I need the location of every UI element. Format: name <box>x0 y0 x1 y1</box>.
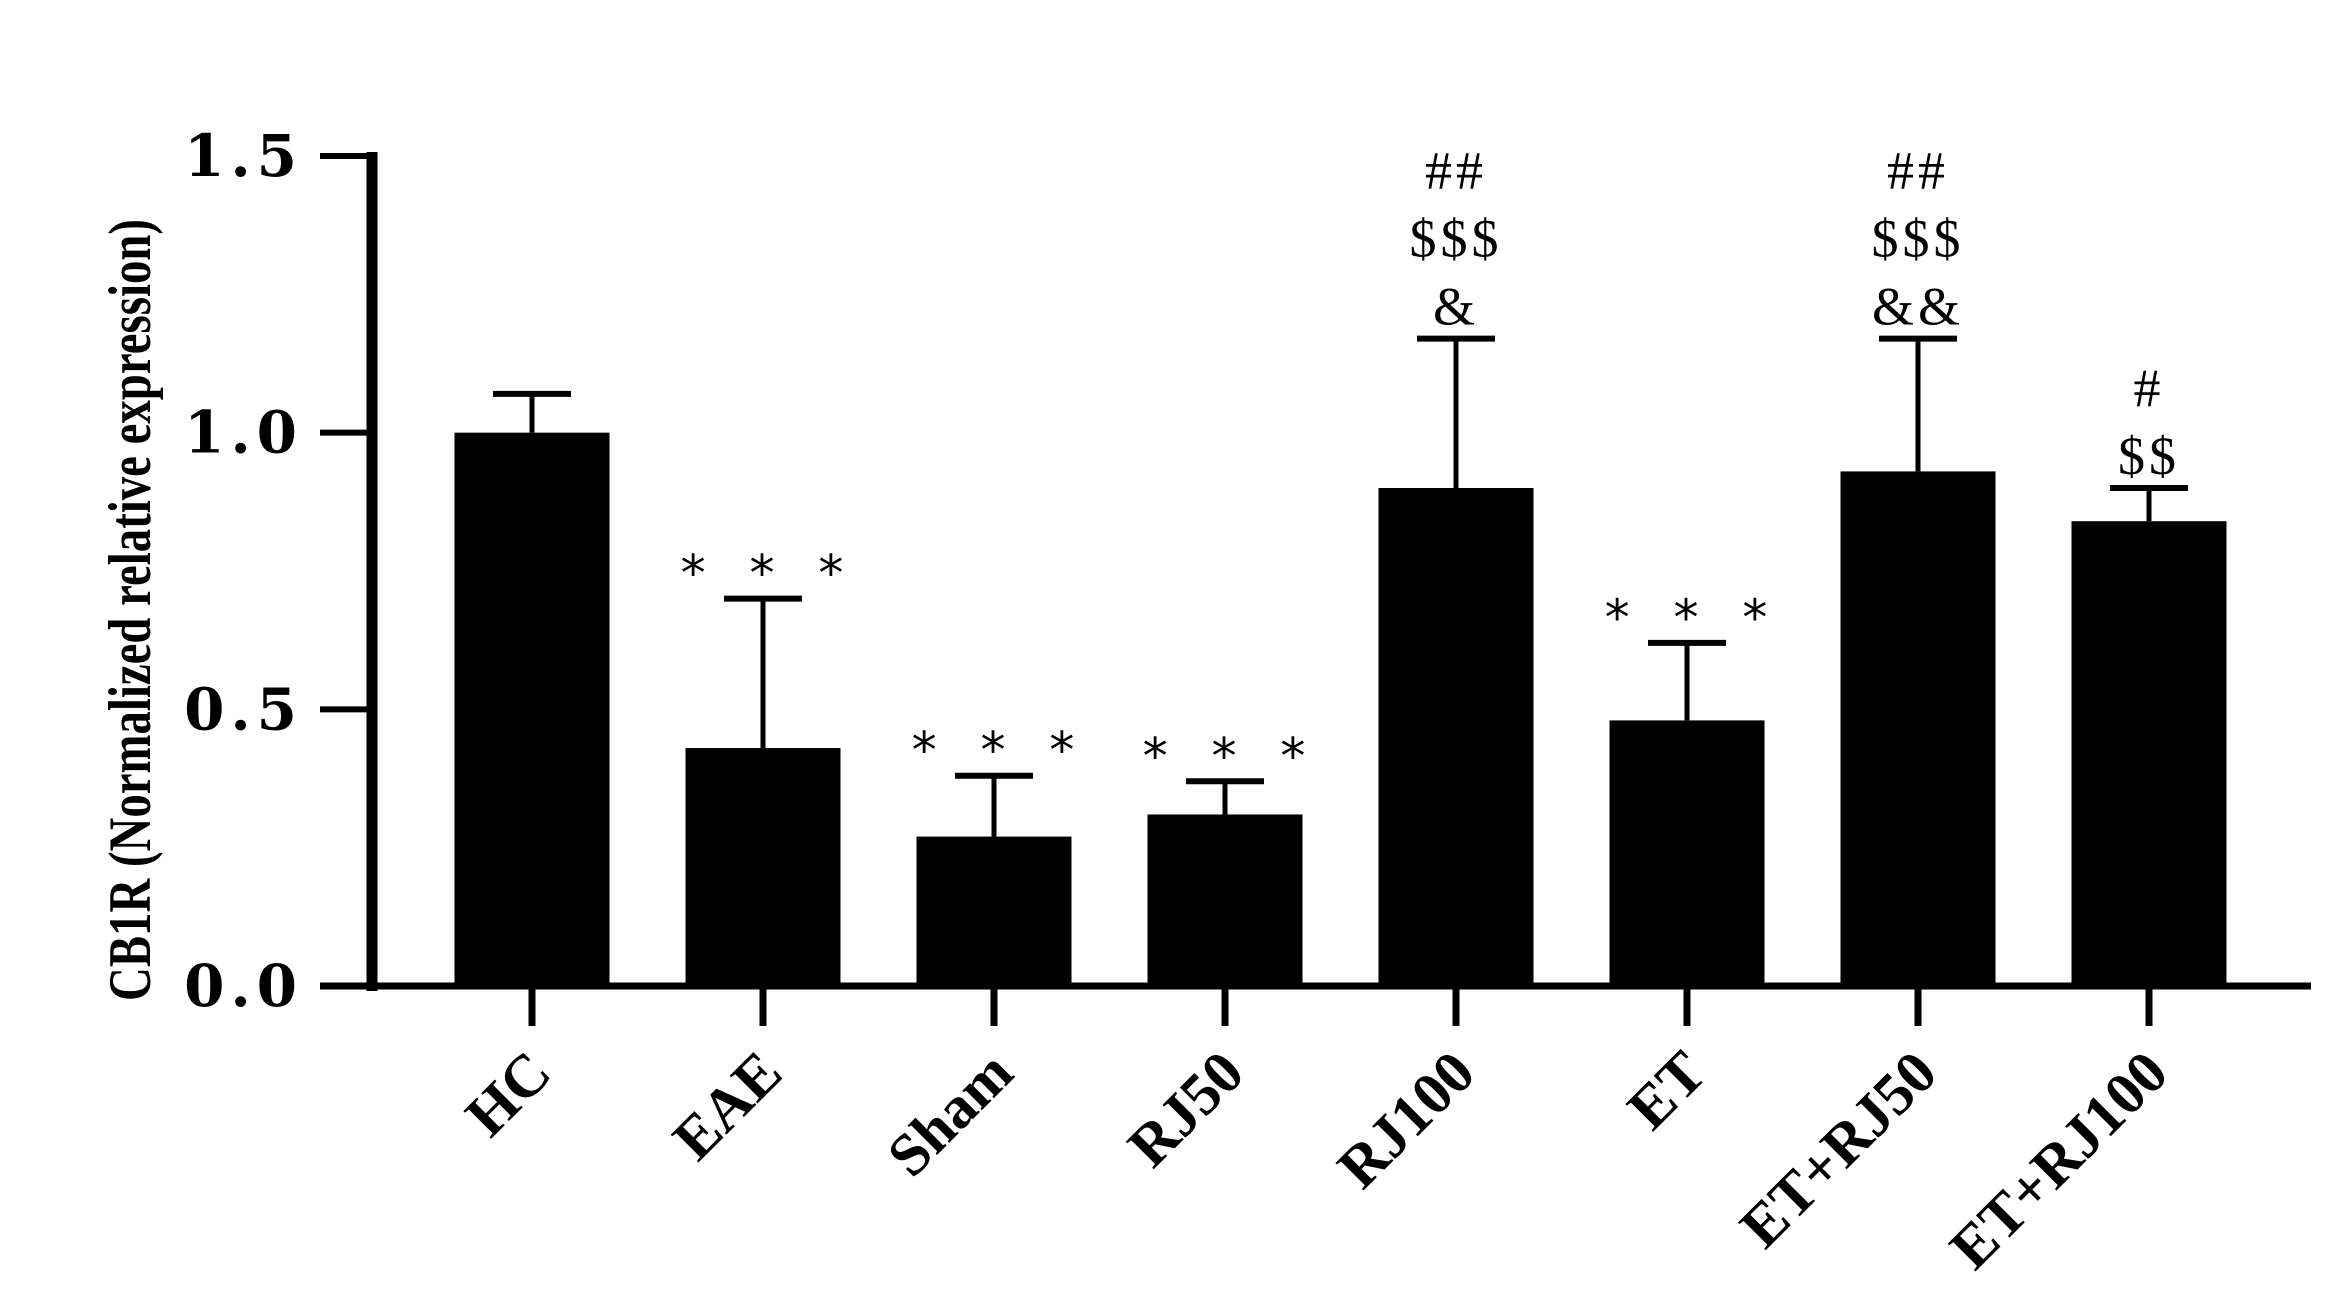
significance-marker: ## <box>1887 141 1949 201</box>
significance-marker: * * * <box>1605 589 1782 647</box>
bar-rect <box>454 432 610 987</box>
bar-rj50 <box>1147 778 1303 986</box>
significance-marker: $$ <box>2118 426 2180 486</box>
x-tick-label: Sham <box>875 1039 1025 1189</box>
y-tick-label: 0.5 <box>184 675 303 743</box>
significance-annotations: * * * * * * * * * ## $$$ & * * * ## $$$ && # $$ <box>681 141 2180 786</box>
y-tick-label: 0.0 <box>184 952 303 1020</box>
y-axis-label: CB1R (Normalized relative expression) <box>96 219 163 1001</box>
significance-marker: * * * <box>681 545 858 603</box>
y-tick-label: 1.0 <box>184 399 303 467</box>
x-tick-label: ET+RJ100 <box>1937 1039 2180 1282</box>
bar-rect <box>685 748 841 986</box>
bar-rect <box>1147 814 1303 986</box>
significance-marker: * * * <box>912 722 1089 780</box>
bar-sham <box>916 772 1072 986</box>
bars <box>454 335 2227 987</box>
x-tick-label: ET+RJ50 <box>1727 1039 1949 1261</box>
x-tick-label: ET <box>1615 1039 1718 1142</box>
bar-rj100 <box>1378 335 1534 986</box>
bar-eae <box>685 595 841 986</box>
y-tick-label: 1.5 <box>184 122 303 190</box>
significance-marker: && <box>1872 277 1964 337</box>
significance-marker: & <box>1433 277 1479 337</box>
x-tick-label: RJ50 <box>1115 1039 1256 1180</box>
bar-rect <box>916 836 1072 986</box>
bar-et <box>1609 639 1765 986</box>
x-tick-label: HC <box>453 1039 563 1149</box>
bar-hc <box>454 390 610 987</box>
x-tick-label: RJ100 <box>1325 1039 1487 1201</box>
significance-marker: $$$ <box>1410 209 1503 269</box>
y-axis: 0.0 0.5 1.0 1.5 <box>184 122 378 1020</box>
significance-marker: $$$ <box>1872 209 1965 269</box>
significance-marker: # <box>2134 358 2165 418</box>
bar-et-plus-rj50 <box>1840 335 1996 986</box>
significance-marker: ## <box>1425 141 1487 201</box>
significance-marker: * * * <box>1143 727 1320 785</box>
bar-rect <box>1609 720 1765 986</box>
x-tick-label: EAE <box>660 1039 794 1173</box>
y-axis-label-group: CB1R (Normalized relative expression) <box>96 219 163 1001</box>
bar-rect <box>2071 521 2227 986</box>
bar-rect <box>1840 471 1996 986</box>
bar-et-plus-rj100 <box>2071 485 2227 986</box>
bar-rect <box>1378 488 1534 986</box>
